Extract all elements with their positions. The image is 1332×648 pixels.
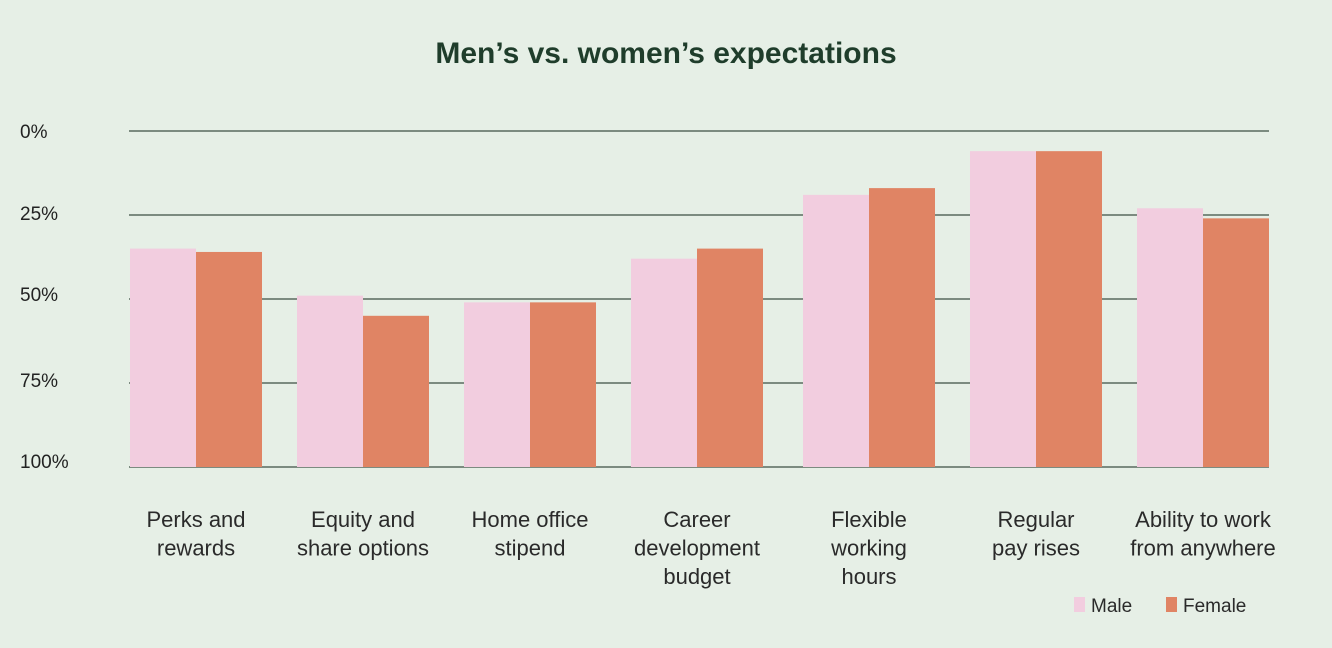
y-tick-label: 100%	[20, 452, 69, 473]
legend-label-male: Male	[1091, 596, 1132, 617]
y-tick-label: 75%	[20, 371, 58, 392]
x-category-label: Equity and share options	[297, 507, 429, 561]
bar-male	[803, 194, 869, 467]
y-axis-ticks: 0% 25% 50% 75% 100%	[20, 122, 69, 473]
bars	[130, 151, 1269, 467]
bar-male	[130, 248, 196, 467]
bar-male	[297, 295, 363, 467]
chart-title: Men’s vs. women’s expectations	[435, 37, 896, 70]
x-category-label: Home office stipend	[472, 507, 589, 561]
bar-male	[970, 151, 1036, 467]
x-axis-categories: Perks and rewards Equity and share options H…	[146, 507, 1275, 589]
bar-female	[1203, 218, 1269, 467]
bar-female	[1036, 151, 1102, 467]
x-category-label: Flexible working hours	[830, 507, 907, 589]
x-category-label: Career development budget	[634, 507, 760, 589]
legend-swatch-female	[1166, 597, 1177, 612]
bar-female	[869, 188, 935, 467]
legend-label-female: Female	[1183, 596, 1246, 617]
legend-swatch-male	[1074, 597, 1085, 612]
bar-female	[196, 251, 262, 467]
bar-female	[530, 302, 596, 467]
x-category-label: Ability to work from anywhere	[1130, 507, 1276, 561]
y-tick-label: 0%	[20, 122, 48, 143]
bar-male	[1137, 208, 1203, 467]
x-category-label: Perks and rewards	[146, 507, 245, 561]
y-tick-label: 25%	[20, 204, 58, 225]
x-category-label: Regular pay rises	[992, 507, 1080, 561]
bar-male	[464, 302, 530, 467]
bar-female	[697, 248, 763, 467]
legend: Male Female	[1074, 596, 1246, 617]
y-tick-label: 50%	[20, 285, 58, 306]
bar-male	[631, 258, 697, 467]
bar-female	[363, 315, 429, 467]
